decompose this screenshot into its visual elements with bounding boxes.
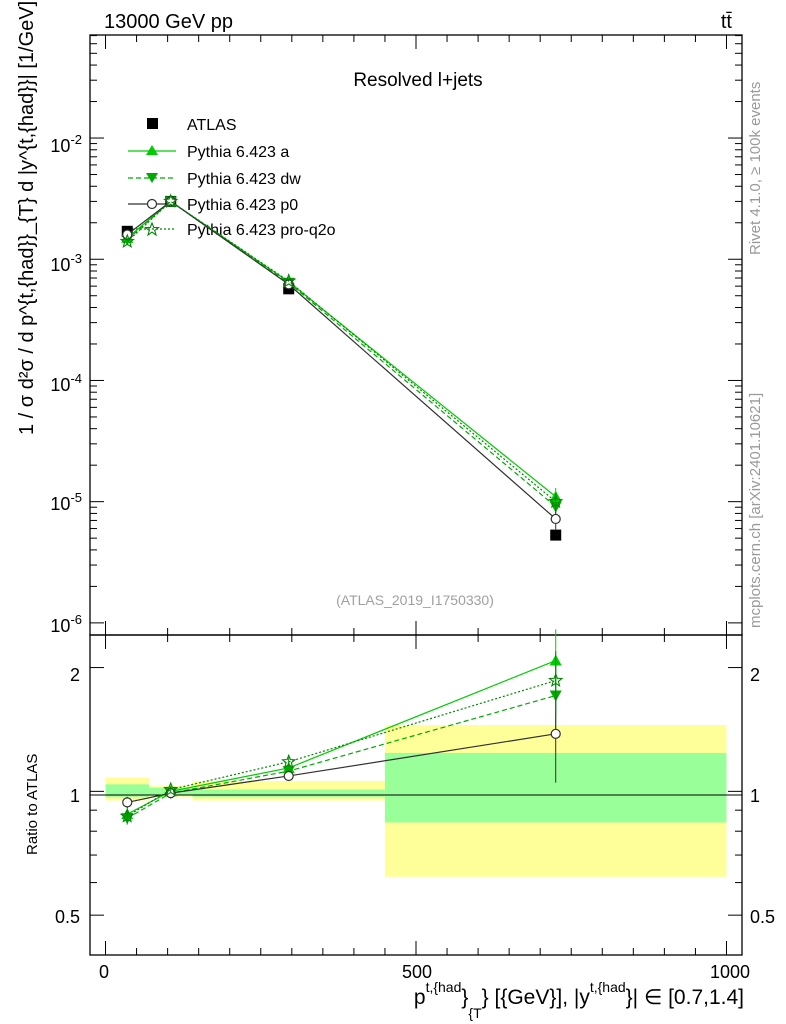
mcplots-label: mcplots.cern.ch [arXiv:2401.10621] (747, 393, 764, 628)
data-point (281, 273, 297, 288)
energy-label: 13000 GeV pp (104, 11, 233, 33)
ratio-tick-label-right: 1 (750, 786, 760, 806)
y-tick-label: 10-3 (50, 251, 82, 275)
legend-marker-dw (146, 173, 158, 183)
x-axis-title: pt,{had}{T} [{GeV}], |yt,{had}| ∈ [0.7,1… (414, 979, 744, 1021)
ratio-series-line (126, 694, 556, 819)
legend-marker-pro (143, 221, 161, 237)
legend: ATLAS Pythia 6.423 a Pythia 6.423 dw Pyt… (128, 117, 336, 239)
legend-marker-p0 (146, 198, 158, 210)
stat-uncertainty-band (192, 789, 385, 797)
data-point (550, 529, 562, 541)
data-point (548, 493, 564, 509)
legend-label: ATLAS (187, 117, 237, 134)
legend-marker-atlas (147, 118, 158, 129)
ratio-tick-label-right: 0.5 (750, 907, 775, 927)
legend-marker-a (146, 145, 158, 155)
y-tick-label: 10-2 (50, 132, 82, 156)
process-label: tt̄ (721, 11, 733, 33)
axis-ticks (90, 35, 742, 955)
series-line (126, 200, 557, 503)
ratio-point (548, 672, 564, 688)
ratio-point (122, 797, 133, 808)
ratio-series-line (126, 679, 556, 817)
ratio-tick-label-right: 2 (750, 665, 760, 685)
ratio-point (283, 770, 294, 782)
uncertainty-bands (105, 724, 727, 877)
y-tick-label: 10-5 (50, 490, 82, 514)
ratio-point (281, 753, 297, 769)
ratio-tick-label: 0.5 (55, 907, 80, 927)
y-tick-label: 10-4 (50, 371, 82, 395)
ratio-tick-label: 2 (70, 665, 80, 685)
rivet-label: Rivet 4.1.0, ≥ 100k events (747, 82, 764, 255)
ratio-point (550, 728, 561, 739)
stat-uncertainty-band (105, 784, 149, 797)
ratio-point (163, 781, 179, 797)
analysis-watermark: (ATLAS_2019_I1750330) (336, 592, 494, 608)
ratio-tick-label: 1 (70, 786, 80, 806)
y-axis-title: 1 / σ d²σ / d p^{t,{had}}_{T} d |y^{t,{h… (16, 1, 38, 435)
legend-label: Pythia 6.423 dw (187, 171, 301, 188)
x-tick-label: 1000 (710, 962, 750, 982)
x-tick-label: 500 (402, 962, 432, 982)
chart-title: Resolved l+jets (353, 70, 482, 91)
data-point (163, 193, 179, 208)
ratio-point (119, 808, 135, 823)
data-curves (119, 193, 564, 825)
data-point (119, 233, 135, 249)
legend-label: Pythia 6.423 a (187, 144, 289, 161)
y-tick-label: 10-6 (50, 612, 82, 636)
legend-label: Pythia 6.423 p0 (187, 197, 298, 214)
ratio-axis-title: Ratio to ATLAS (24, 754, 41, 855)
series-line (126, 200, 557, 508)
series-line (126, 200, 557, 520)
data-point (550, 513, 561, 525)
legend-label: Pythia 6.423 pro-q2o (187, 222, 336, 239)
ratio-series-line (127, 733, 556, 803)
x-tick-label: 0 (99, 962, 109, 982)
